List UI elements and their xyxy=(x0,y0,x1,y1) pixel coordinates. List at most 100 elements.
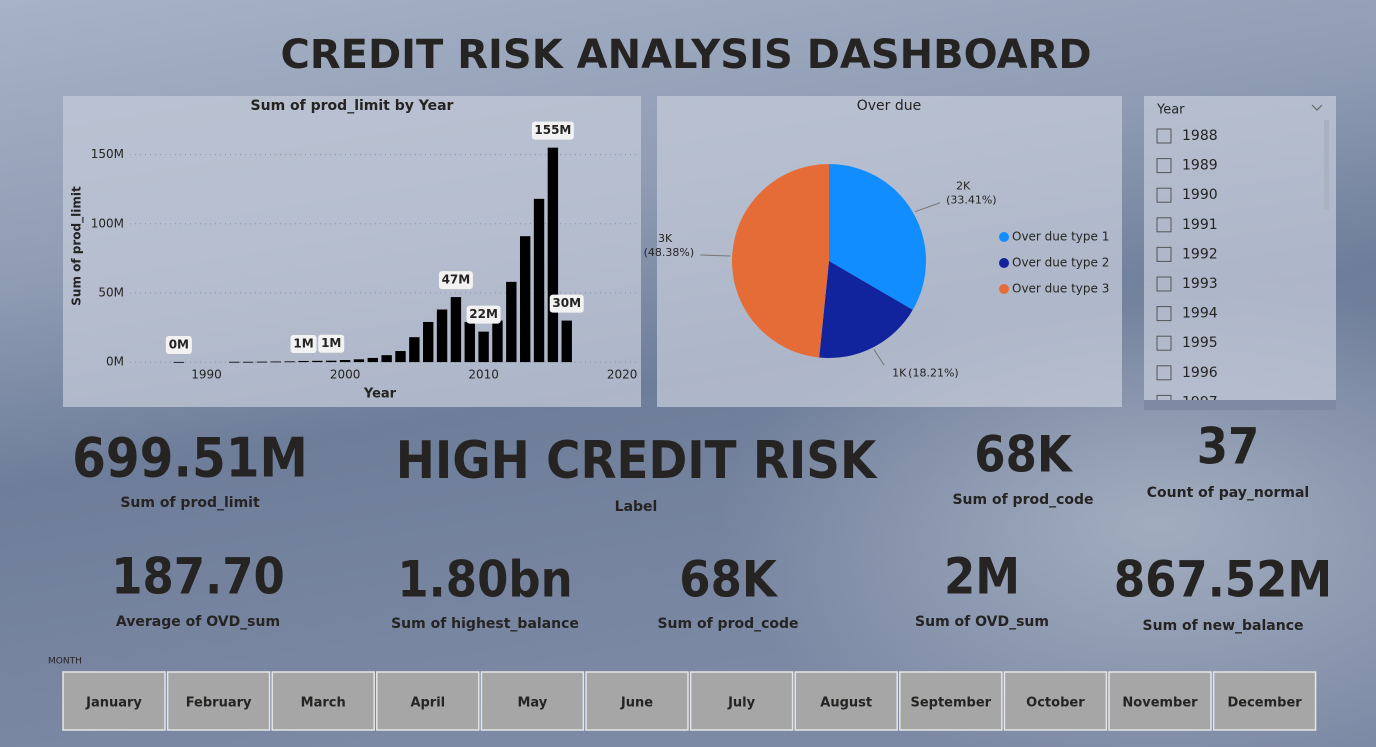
month-button[interactable] xyxy=(166,671,271,731)
dashboard-title: CREDIT RISK ANALYSIS DASHBOARD xyxy=(280,32,1091,78)
bar xyxy=(312,360,323,363)
pie-percent-label: (33.41%) xyxy=(946,194,997,207)
card-value: 2M xyxy=(944,548,1020,606)
bar xyxy=(547,147,559,363)
bar xyxy=(381,355,392,363)
bar xyxy=(478,331,489,363)
bar xyxy=(367,357,378,363)
bar xyxy=(173,361,185,363)
month-button-label[interactable]: September xyxy=(910,696,991,711)
month-button-label[interactable]: November xyxy=(1122,696,1198,711)
slicer-checkbox[interactable] xyxy=(1156,217,1172,233)
month-slicer-title: MONTH xyxy=(48,657,82,667)
slicer-item[interactable]: 1992 xyxy=(1182,246,1218,262)
card-label: Sum of prod_code xyxy=(657,616,798,632)
pie-slice xyxy=(732,163,829,358)
card-value: 68K xyxy=(679,551,779,609)
pie-percent-label: (48.38%) xyxy=(644,246,695,259)
slicer-checkbox[interactable] xyxy=(1156,187,1172,203)
slicer-checkbox[interactable] xyxy=(1156,128,1172,144)
card-label: Sum of highest_balance xyxy=(391,616,579,632)
data-label: 1M xyxy=(293,336,313,350)
month-button[interactable] xyxy=(585,671,689,731)
y-tick-label: 100M xyxy=(91,216,124,230)
legend-marker xyxy=(999,258,1009,268)
pie-count-label: 2K xyxy=(956,180,971,193)
data-label-box xyxy=(318,334,345,353)
slicer-checkbox[interactable] xyxy=(1156,276,1172,292)
month-button[interactable] xyxy=(62,671,166,731)
month-button-label[interactable]: August xyxy=(820,696,872,711)
month-button[interactable] xyxy=(271,671,375,731)
month-button-label[interactable]: July xyxy=(727,696,756,711)
data-label-box xyxy=(549,294,584,313)
bar xyxy=(256,361,268,363)
month-button[interactable] xyxy=(480,671,585,731)
month-button[interactable] xyxy=(794,671,898,731)
month-button-label[interactable]: June xyxy=(620,696,653,711)
slicer-scrollbar xyxy=(1324,120,1329,210)
slicer-item[interactable]: 1996 xyxy=(1182,365,1218,381)
chart-title: Sum of prod_limit by Year xyxy=(251,98,454,114)
month-button-label[interactable]: March xyxy=(301,696,346,711)
data-label: 47M xyxy=(442,273,471,287)
card-label: Label xyxy=(615,499,658,515)
bar-panel xyxy=(63,96,641,407)
month-button-label[interactable]: October xyxy=(1026,696,1085,711)
month-button-label[interactable]: February xyxy=(186,696,252,711)
chart-title: Over due xyxy=(857,98,922,114)
slicer-item[interactable]: 1988 xyxy=(1182,128,1218,144)
month-button-label[interactable]: April xyxy=(410,696,445,711)
label-leader xyxy=(700,254,731,257)
y-axis-label: Sum of prod_limit xyxy=(70,186,85,306)
bar xyxy=(270,361,282,363)
slicer-item[interactable]: 1989 xyxy=(1182,158,1218,174)
legend-label: Over due type 3 xyxy=(1012,282,1109,296)
legend-marker xyxy=(999,232,1009,242)
slicer-item[interactable]: 1991 xyxy=(1182,217,1218,233)
slicer-chevron[interactable] xyxy=(1311,104,1323,111)
month-button[interactable] xyxy=(1108,671,1212,731)
bar xyxy=(506,281,517,363)
card-value: HIGH CREDIT RISK xyxy=(396,431,878,491)
slicer-item[interactable]: 1995 xyxy=(1182,335,1218,351)
month-button-label[interactable]: January xyxy=(85,696,142,711)
slicer-checkbox[interactable] xyxy=(1156,158,1172,174)
bar xyxy=(242,361,254,363)
legend-label: Over due type 2 xyxy=(1012,256,1109,270)
month-button[interactable] xyxy=(689,671,794,731)
card-label: Sum of prod_code xyxy=(952,492,1093,508)
month-button-label[interactable]: December xyxy=(1227,696,1302,711)
month-button[interactable] xyxy=(1003,671,1108,731)
data-label-box xyxy=(165,335,192,354)
bar xyxy=(492,320,503,363)
slicer-checkbox[interactable] xyxy=(1156,306,1172,322)
slicer-checkbox[interactable] xyxy=(1156,335,1172,351)
slicer-title: Year xyxy=(1156,103,1185,118)
bar xyxy=(326,360,337,363)
slicer-item[interactable]: 1990 xyxy=(1182,187,1218,203)
bar xyxy=(533,198,545,363)
year-slicer-panel xyxy=(1144,96,1336,407)
slicer-checkbox[interactable] xyxy=(1156,365,1172,381)
bar xyxy=(353,359,365,363)
pie-slice xyxy=(819,261,913,358)
month-button[interactable] xyxy=(899,671,1003,731)
slicer-checkbox[interactable] xyxy=(1156,246,1172,262)
bar xyxy=(464,321,475,363)
bar xyxy=(436,309,448,363)
month-button[interactable] xyxy=(1212,671,1317,731)
month-button-label[interactable]: May xyxy=(518,696,548,711)
bar xyxy=(409,337,420,363)
slicer-item[interactable]: 1993 xyxy=(1182,276,1218,292)
card-value: 187.70 xyxy=(111,548,285,606)
y-tick-label: 0M xyxy=(106,355,124,369)
bar xyxy=(298,360,309,363)
card-value: 68K xyxy=(974,426,1074,484)
month-button[interactable] xyxy=(376,671,480,731)
data-label: 155M xyxy=(534,123,571,137)
pie-slice xyxy=(829,164,926,310)
label-leader xyxy=(873,348,885,366)
slicer-item[interactable]: 1994 xyxy=(1182,306,1218,322)
